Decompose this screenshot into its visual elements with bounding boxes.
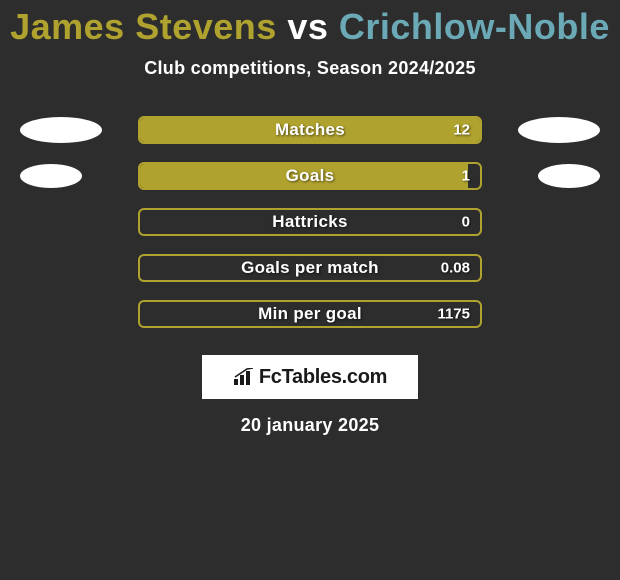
logo-text: FcTables.com [259,366,387,389]
stat-row: Goals 1 [0,153,620,199]
stat-value: 1 [462,168,470,185]
oval-right [538,164,600,188]
chart-icon [233,368,255,386]
logo: FcTables.com [233,366,387,389]
title-player1: James Stevens [10,6,277,47]
date: 20 january 2025 [0,415,620,436]
stat-bar: Goals 1 [138,162,482,190]
stat-value: 1175 [437,306,470,323]
title-player2: Crichlow-Noble [339,6,610,47]
stat-bar: Matches 12 [138,116,482,144]
stat-label: Goals [286,166,335,186]
stat-label: Goals per match [241,258,379,278]
subtitle: Club competitions, Season 2024/2025 [0,58,620,79]
stat-value: 0.08 [441,260,470,277]
stat-bar: Min per goal 1175 [138,300,482,328]
oval-right [518,117,600,143]
stat-value: 12 [453,122,470,139]
stat-row: Hattricks 0 [0,199,620,245]
stat-row: Goals per match 0.08 [0,245,620,291]
stat-row: Matches 12 [0,107,620,153]
stat-value: 0 [462,214,470,231]
stat-label: Min per goal [258,304,362,324]
stats-container: Matches 12 Goals 1 Hattricks 0 Goals per match… [0,107,620,337]
stat-bar: Hattricks 0 [138,208,482,236]
logo-box: FcTables.com [202,355,418,399]
oval-left [20,164,82,188]
stat-label: Hattricks [272,212,347,232]
oval-left [20,117,102,143]
page-title: James Stevens vs Crichlow-Noble [0,0,620,48]
stat-label: Matches [275,120,345,140]
title-vs: vs [287,6,328,47]
stat-bar: Goals per match 0.08 [138,254,482,282]
stat-row: Min per goal 1175 [0,291,620,337]
